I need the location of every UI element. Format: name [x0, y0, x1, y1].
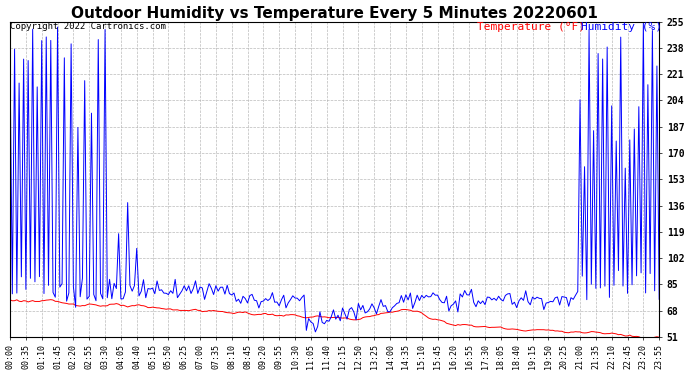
Humidity (%) [336, 318, 344, 323]
Temperature (°F) [649, 336, 657, 340]
Temperature (°F) [580, 331, 589, 335]
Humidity (%) [655, 297, 663, 302]
Humidity (%) [564, 304, 573, 309]
Humidity (%) [639, 20, 647, 25]
Line: Temperature (°F): Temperature (°F) [10, 300, 659, 338]
Temperature (°F) [6, 297, 14, 302]
Humidity (%) [6, 57, 14, 61]
Temperature (°F) [655, 335, 663, 339]
Temperature (°F) [564, 330, 573, 335]
Title: Outdoor Humidity vs Temperature Every 5 Minutes 20220601: Outdoor Humidity vs Temperature Every 5 … [71, 6, 598, 21]
Text: Copyright 2022 Cartronics.com: Copyright 2022 Cartronics.com [10, 22, 166, 31]
Temperature (°F) [47, 297, 55, 302]
Humidity (%) [553, 295, 562, 299]
Humidity (%) [601, 284, 609, 288]
Text: Temperature (°F): Temperature (°F) [477, 22, 585, 32]
Temperature (°F) [65, 302, 73, 306]
Text: Humidity (%): Humidity (%) [581, 22, 662, 32]
Humidity (%) [63, 299, 71, 303]
Humidity (%) [580, 165, 589, 169]
Temperature (°F) [601, 332, 609, 336]
Humidity (%) [311, 330, 319, 334]
Temperature (°F) [336, 316, 344, 320]
Temperature (°F) [553, 328, 562, 333]
Line: Humidity (%): Humidity (%) [10, 22, 659, 332]
